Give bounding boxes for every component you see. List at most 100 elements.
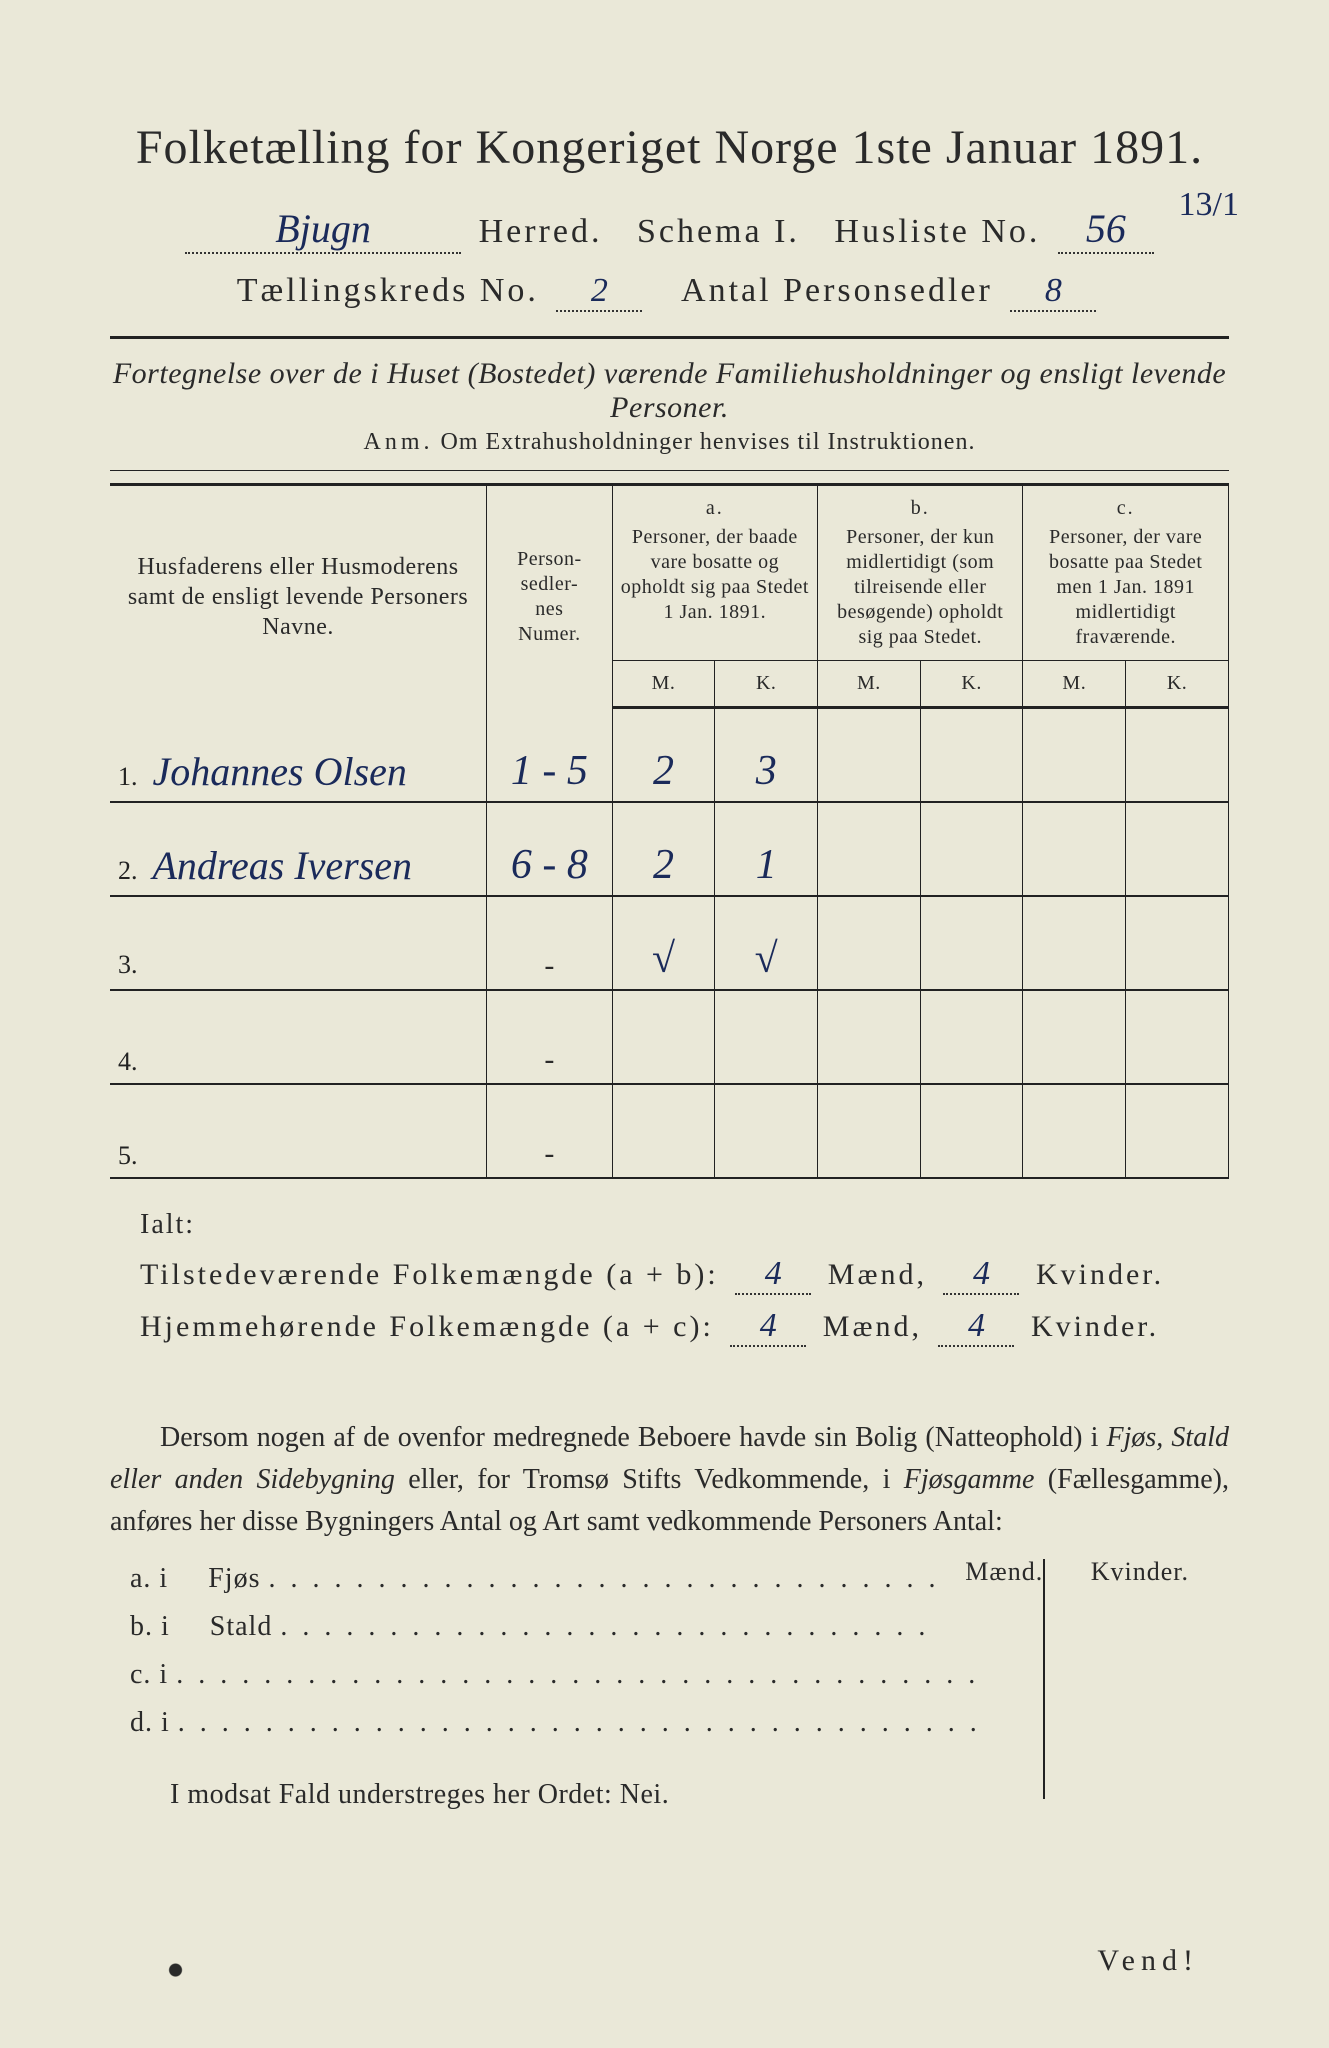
table-row: 4. - xyxy=(110,990,1229,1084)
sum1-k: 4 xyxy=(943,1255,1019,1295)
group-a-label: a. xyxy=(619,496,811,521)
sum2-k-label: Kvinder. xyxy=(1031,1310,1159,1343)
herred-value: Bjugn xyxy=(185,205,461,254)
husliste-label: Husliste No. xyxy=(834,213,1040,250)
dot-leader: . . . . . . . . . . . . . . . . . . . . … xyxy=(268,1563,939,1594)
antal-label: Antal Personsedler xyxy=(681,272,993,309)
kreds-label: Tællingskreds No. xyxy=(237,272,539,309)
corner-annotation: 13/1 xyxy=(1179,186,1239,224)
dot-leader: . . . . . . . . . . . . . . . . . . . . … xyxy=(176,1659,979,1690)
b-k: K. xyxy=(920,661,1023,708)
divider-thin xyxy=(110,470,1229,471)
c-m: M. xyxy=(1023,661,1126,708)
table-row: 5. - xyxy=(110,1084,1229,1178)
cell-aM: 2 xyxy=(653,748,674,794)
table-row: 2. Andreas Iversen 6 - 8 2 1 xyxy=(110,802,1229,896)
c-k: K. xyxy=(1126,661,1229,708)
dot-leader: . . . . . . . . . . . . . . . . . . . . … xyxy=(178,1707,981,1738)
divider xyxy=(110,336,1229,339)
census-table: Husfaderens eller Husmoderens samt de en… xyxy=(110,483,1229,1179)
outbuilding-paragraph: Dersom nogen af de ovenfor medregnede Be… xyxy=(110,1417,1229,1543)
outbuilding-block: Mænd. Kvinder. a. i Fjøs . . . . . . . .… xyxy=(110,1563,1229,1739)
row-name: Johannes Olsen xyxy=(153,749,407,794)
a-m: M. xyxy=(612,661,715,708)
sum1-k-label: Kvinder. xyxy=(1036,1258,1164,1291)
group-b-desc: Personer, der kun midlertidigt (som tilr… xyxy=(824,525,1016,650)
cell-aM: 2 xyxy=(653,842,674,888)
table-row: 3. - √ √ xyxy=(110,896,1229,990)
bld-row: c. i . . . . . . . . . . . . . . . . . .… xyxy=(130,1659,1229,1691)
para-i2: Fjøsgamme xyxy=(904,1464,1035,1495)
row-index: 1. xyxy=(118,762,146,792)
group-a-desc: Personer, der baade vare bosatte og opho… xyxy=(619,525,811,625)
col-header-num-text: Person- sedler- nes Numer. xyxy=(517,548,582,645)
head-kvinder: Kvinder. xyxy=(1071,1557,1209,1587)
antal-value: 8 xyxy=(1010,272,1096,312)
cell-num: - xyxy=(544,1137,554,1170)
para-t2: eller, for Tromsø Stifts Vedkommende, i xyxy=(395,1464,904,1495)
schema-label: Schema I. xyxy=(637,213,800,250)
table-row: 1. Johannes Olsen 1 - 5 2 3 xyxy=(110,708,1229,803)
anm-lead: Anm. xyxy=(364,429,434,455)
cell-aM: √ xyxy=(652,936,675,982)
anm-line: Anm. Om Extrahusholdninger henvises til … xyxy=(110,429,1229,456)
bld-label: Stald xyxy=(210,1611,273,1642)
bld-key: c. i xyxy=(130,1659,168,1690)
dot-leader: . . . . . . . . . . . . . . . . . . . . … xyxy=(280,1611,929,1642)
col-group-b: b. Personer, der kun midlertidigt (som t… xyxy=(818,485,1023,661)
head-maend: Mænd. xyxy=(945,1557,1063,1587)
table-body: 1. Johannes Olsen 1 - 5 2 3 2. Andreas I… xyxy=(110,708,1229,1179)
header-line-2: Tællingskreds No. 2 Antal Personsedler 8 xyxy=(110,272,1229,312)
sum-line-present: Tilstedeværende Folkemængde (a + b): 4 M… xyxy=(140,1255,1229,1295)
row-index: 3. xyxy=(118,950,146,980)
col-header-name: Husfaderens eller Husmoderens samt de en… xyxy=(110,485,487,708)
cell-aK: 3 xyxy=(756,748,777,794)
sum1-label: Tilstedeværende Folkemængde (a + b): xyxy=(140,1258,719,1291)
outbuilding-head: Mænd. Kvinder. xyxy=(945,1557,1209,1587)
bld-row: d. i . . . . . . . . . . . . . . . . . .… xyxy=(130,1707,1229,1739)
cell-num: - xyxy=(544,949,554,982)
sum-line-resident: Hjemmehørende Folkemængde (a + c): 4 Mæn… xyxy=(140,1307,1229,1347)
para-t1: Dersom nogen af de ovenfor medregnede Be… xyxy=(160,1422,1107,1453)
b-m: M. xyxy=(818,661,921,708)
bld-key: b. i xyxy=(130,1611,170,1642)
sum1-m: 4 xyxy=(735,1255,811,1295)
ialt-label: Ialt: xyxy=(140,1209,1229,1241)
vertical-divider xyxy=(1043,1559,1045,1799)
bld-label: Fjøs xyxy=(208,1563,260,1594)
cell-num: 1 - 5 xyxy=(511,748,588,794)
a-k: K. xyxy=(715,661,818,708)
row-index: 5. xyxy=(118,1141,146,1171)
header-line-1: Bjugn Herred. Schema I. Husliste No. 56 xyxy=(110,205,1229,254)
page-title: Folketælling for Kongeriget Norge 1ste J… xyxy=(110,120,1229,175)
bld-row: b. i Stald . . . . . . . . . . . . . . .… xyxy=(130,1611,1229,1643)
paper-tear-mark xyxy=(158,1956,193,1991)
sum1-m-label: Mænd, xyxy=(828,1258,927,1291)
row-name: Andreas Iversen xyxy=(153,843,413,888)
sum2-m-label: Mænd, xyxy=(823,1310,922,1343)
cell-num: - xyxy=(544,1043,554,1076)
turn-over-label: Vend! xyxy=(1097,1944,1199,1978)
subtitle: Fortegnelse over de i Huset (Bostedet) v… xyxy=(110,357,1229,425)
bld-key: d. i xyxy=(130,1707,170,1738)
sum2-m: 4 xyxy=(730,1307,806,1347)
sum2-k: 4 xyxy=(938,1307,1014,1347)
husliste-value: 56 xyxy=(1058,205,1154,254)
row-index: 2. xyxy=(118,856,146,886)
anm-text: Om Extrahusholdninger henvises til Instr… xyxy=(441,429,976,455)
group-c-label: c. xyxy=(1029,496,1222,521)
col-group-c: c. Personer, der vare bosatte paa Stedet… xyxy=(1023,485,1229,661)
kreds-value: 2 xyxy=(556,272,642,312)
bld-key: a. i xyxy=(130,1563,168,1594)
col-header-name-text: Husfaderens eller Husmoderens samt de en… xyxy=(128,554,468,640)
group-c-desc: Personer, der vare bosatte paa Stedet me… xyxy=(1029,525,1222,650)
herred-label: Herred. xyxy=(479,213,603,250)
cell-num: 6 - 8 xyxy=(511,842,588,888)
nei-line: I modsat Fald understreges her Ordet: Ne… xyxy=(170,1779,1229,1811)
cell-aK: √ xyxy=(755,936,778,982)
group-b-label: b. xyxy=(824,496,1016,521)
census-form-page: Folketælling for Kongeriget Norge 1ste J… xyxy=(0,0,1329,2048)
sum2-label: Hjemmehørende Folkemængde (a + c): xyxy=(140,1310,714,1343)
col-header-num: Person- sedler- nes Numer. xyxy=(487,485,613,708)
col-group-a: a. Personer, der baade vare bosatte og o… xyxy=(612,485,817,661)
